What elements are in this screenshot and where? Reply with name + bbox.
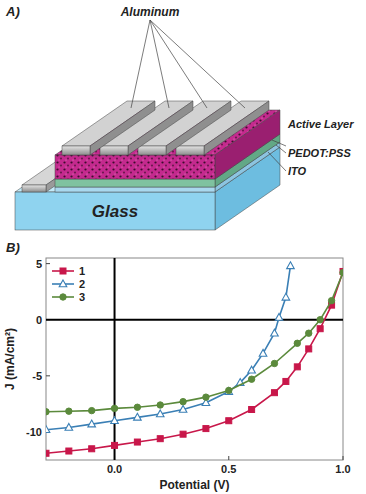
x-tick-label: 0.5 bbox=[221, 463, 236, 475]
aluminum-strip-front bbox=[62, 146, 90, 155]
series-marker bbox=[66, 448, 72, 454]
layer-label: Aluminum bbox=[120, 5, 180, 19]
series-marker bbox=[111, 417, 119, 424]
legend-label: 2 bbox=[79, 278, 85, 290]
series-marker bbox=[306, 346, 312, 352]
series-line bbox=[46, 271, 343, 453]
series-line bbox=[46, 273, 343, 412]
series-marker bbox=[203, 394, 209, 400]
y-tick-label: 0 bbox=[36, 314, 42, 326]
legend-marker bbox=[60, 268, 66, 274]
series-marker bbox=[180, 431, 186, 437]
layer-label: ITO bbox=[288, 165, 307, 177]
plot-frame bbox=[46, 258, 343, 460]
y-tick-label: 5 bbox=[36, 258, 42, 270]
series-marker bbox=[157, 402, 163, 408]
series-marker bbox=[180, 398, 186, 404]
series-marker bbox=[271, 390, 277, 396]
aluminum-strip bbox=[62, 101, 155, 155]
series-marker bbox=[112, 442, 118, 448]
series-marker bbox=[225, 388, 233, 395]
series-marker bbox=[248, 366, 256, 373]
series-marker bbox=[306, 330, 312, 336]
leader-line bbox=[268, 152, 286, 171]
aluminum-strip-front bbox=[176, 146, 204, 155]
series-marker bbox=[157, 436, 163, 442]
series-marker bbox=[294, 340, 300, 346]
series-marker bbox=[156, 410, 164, 417]
x-axis-label: Potential (V) bbox=[159, 478, 229, 492]
x-tick-label: 0.0 bbox=[107, 463, 122, 475]
x-tick-label: 1.0 bbox=[335, 463, 350, 475]
zero-line bbox=[114, 258, 116, 460]
panel-label: A) bbox=[5, 4, 20, 19]
series-marker bbox=[287, 262, 295, 269]
series-marker bbox=[46, 426, 50, 433]
aluminum-strip-front bbox=[138, 146, 166, 155]
legend: 123 bbox=[52, 265, 85, 303]
leader-line bbox=[131, 20, 150, 108]
legend-marker bbox=[59, 280, 67, 287]
series-marker bbox=[179, 406, 187, 413]
pedot-front bbox=[55, 179, 215, 187]
series-marker bbox=[340, 269, 343, 275]
active-front bbox=[55, 155, 215, 179]
series-marker bbox=[111, 405, 117, 411]
x-tick bbox=[228, 456, 229, 460]
leader-line bbox=[276, 145, 286, 153]
series-marker bbox=[46, 450, 49, 456]
series-marker bbox=[259, 349, 267, 356]
layer-label: Glass bbox=[92, 202, 138, 221]
glass-front bbox=[15, 192, 215, 230]
series-marker bbox=[317, 317, 323, 323]
legend-marker bbox=[60, 294, 66, 300]
series-marker bbox=[88, 407, 94, 413]
y-tick bbox=[46, 375, 50, 376]
y-tick-label: -5 bbox=[32, 370, 42, 382]
leader-line bbox=[150, 20, 207, 108]
y-tick-label: -10 bbox=[26, 426, 42, 438]
layer-label: Active Layer bbox=[287, 118, 354, 130]
series-marker bbox=[271, 329, 279, 336]
series-marker bbox=[283, 378, 289, 384]
series-marker bbox=[226, 387, 232, 393]
series-marker bbox=[134, 439, 140, 445]
x-tick bbox=[343, 456, 344, 460]
series-marker bbox=[294, 364, 300, 370]
y-tick bbox=[46, 263, 50, 264]
series-marker bbox=[328, 297, 334, 303]
series-marker bbox=[226, 418, 232, 424]
layer-label: PEDOT:PSS bbox=[288, 147, 351, 159]
contact-front bbox=[22, 185, 46, 192]
series-marker bbox=[248, 376, 254, 382]
aluminum-strip-front bbox=[100, 146, 128, 155]
zero-line bbox=[46, 319, 343, 321]
series-marker bbox=[46, 409, 49, 415]
series-marker bbox=[66, 408, 72, 414]
series-marker bbox=[134, 404, 140, 410]
series-marker bbox=[275, 313, 283, 320]
leader-line bbox=[150, 20, 245, 108]
y-axis-label: J (mA/cm²) bbox=[3, 328, 17, 390]
series-marker bbox=[89, 446, 95, 452]
series-marker bbox=[203, 426, 209, 432]
series-marker bbox=[65, 423, 73, 430]
series-marker bbox=[134, 413, 142, 420]
leader-line bbox=[150, 20, 169, 108]
figure: A) Aluminum Active Layer PEDOT:PSS ITO Glass B… bbox=[0, 0, 366, 494]
series-marker bbox=[271, 360, 277, 366]
legend-label: 3 bbox=[79, 291, 85, 303]
plot-area bbox=[46, 262, 343, 456]
series-marker bbox=[317, 326, 323, 332]
series-marker bbox=[88, 420, 96, 427]
legend-label: 1 bbox=[79, 265, 85, 277]
series-marker bbox=[282, 293, 290, 300]
leader-line bbox=[272, 140, 286, 146]
panel-label: B) bbox=[6, 240, 20, 255]
ito-front bbox=[55, 187, 215, 192]
series-line bbox=[46, 266, 290, 430]
series-marker bbox=[249, 407, 255, 413]
aluminum-strip-side bbox=[90, 101, 155, 155]
